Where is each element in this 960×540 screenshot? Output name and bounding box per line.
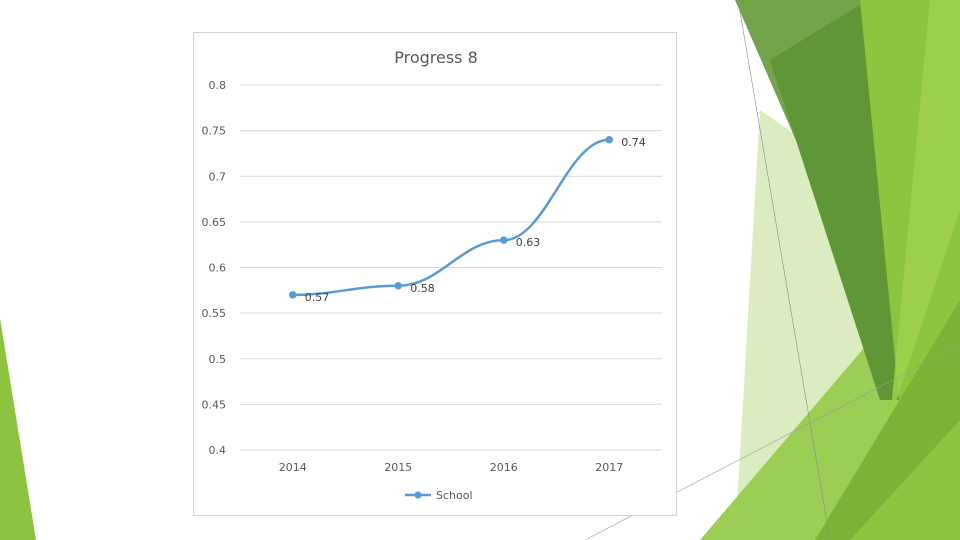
- lime-green-facet: [890, 0, 960, 420]
- dark-green-facet: [770, 0, 900, 400]
- y-tick-label: 0.7: [209, 170, 227, 183]
- x-tick-label: 2017: [595, 461, 623, 474]
- data-point: [394, 281, 403, 290]
- x-tick-label: 2015: [384, 461, 412, 474]
- y-tick-label: 0.65: [202, 216, 227, 229]
- data-label: 0.63: [516, 236, 541, 249]
- data-point: [605, 135, 614, 144]
- y-tick-label: 0.55: [202, 307, 227, 320]
- legend-label: School: [436, 489, 473, 502]
- y-tick-label: 0.8: [209, 79, 227, 92]
- series-line-school: [292, 138, 610, 297]
- decor-line-1: [737, 0, 831, 540]
- chart-title: Progress 8: [394, 48, 478, 67]
- y-tick-label: 0.5: [209, 353, 227, 366]
- left-green-sliver: [0, 318, 36, 540]
- data-label: 0.58: [410, 282, 435, 295]
- y-tick-label: 0.75: [202, 125, 227, 138]
- legend-marker: [414, 491, 422, 499]
- y-tick-label: 0.6: [209, 262, 227, 275]
- line-chart: Progress 8 0.8 0.75 0.7 0.65 0.6 0.55 0.5 0.45 0…: [202, 48, 662, 502]
- data-label: 0.74: [621, 136, 646, 149]
- chart-area: Progress 8 0.8 0.75 0.7 0.65 0.6 0.55 0.5 0.45 0…: [193, 32, 677, 516]
- accent-green-facet: [850, 420, 960, 540]
- y-tick-label: 0.45: [202, 398, 227, 411]
- x-tick-label: 2016: [490, 461, 518, 474]
- data-point: [288, 291, 297, 299]
- x-tick-label: 2014: [279, 461, 307, 474]
- y-tick-label: 0.4: [209, 444, 227, 457]
- data-label: 0.57: [305, 291, 330, 304]
- data-point: [499, 236, 508, 244]
